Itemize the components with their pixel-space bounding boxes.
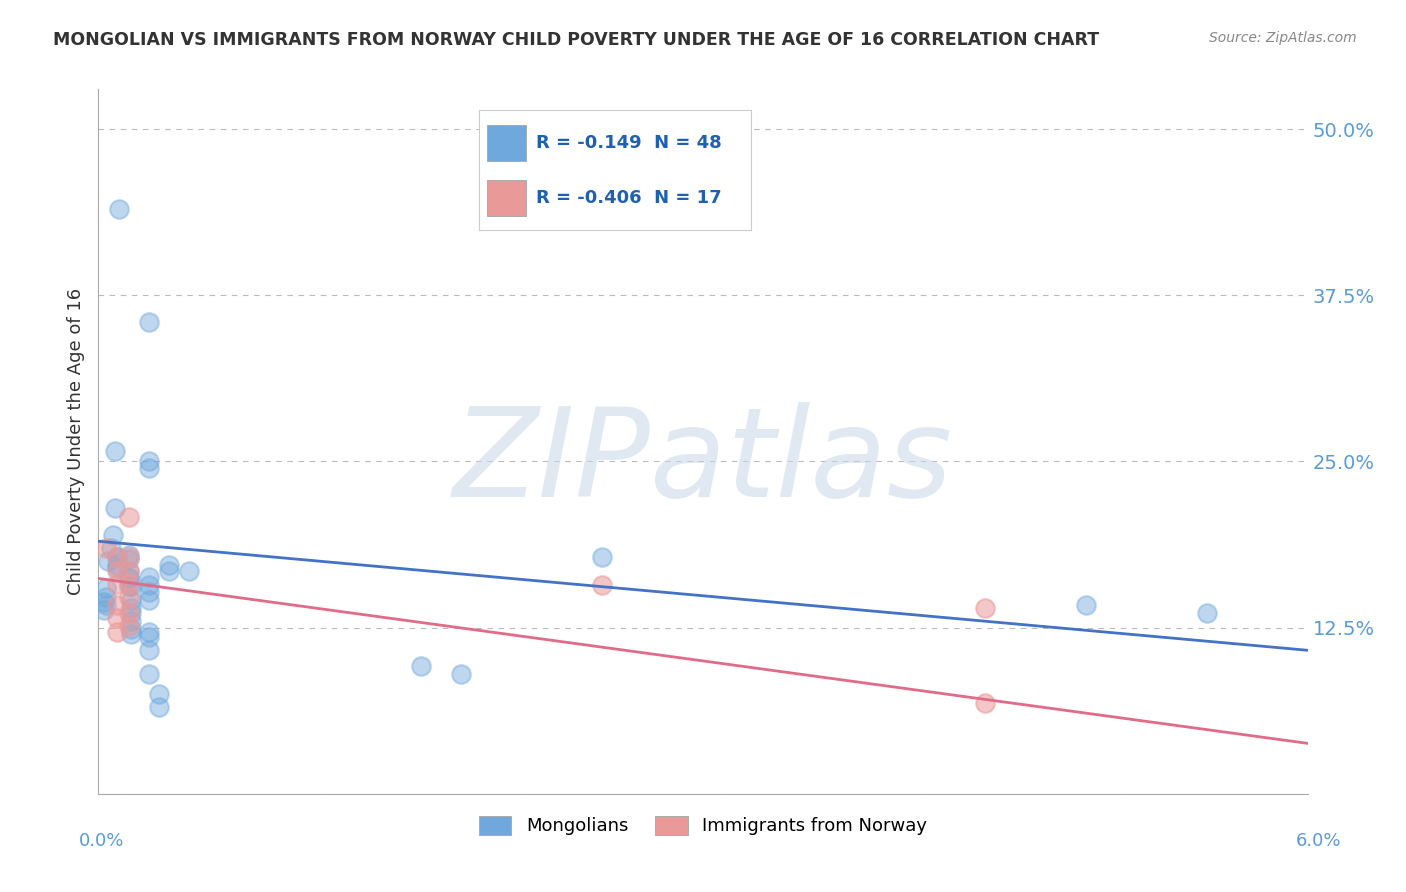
Text: Source: ZipAtlas.com: Source: ZipAtlas.com (1209, 31, 1357, 45)
Point (118, 590, 141, 604)
Legend: Mongolians, Immigrants from Norway: Mongolians, Immigrants from Norway (471, 809, 935, 843)
Point (138, 624, 160, 639)
Point (105, 611, 128, 625)
Y-axis label: Child Poverty Under the Age of 16: Child Poverty Under the Age of 16 (66, 288, 84, 595)
Point (118, 564, 141, 578)
Point (591, 578, 613, 592)
Point (118, 572, 141, 586)
Point (96, 541, 118, 555)
Point (148, 700, 170, 714)
Point (138, 643, 160, 657)
Point (1195, 606, 1218, 620)
Text: 6.0%: 6.0% (1296, 831, 1341, 849)
Point (120, 622, 142, 636)
Point (974, 697, 997, 711)
Point (105, 561, 128, 575)
Point (105, 558, 128, 573)
Point (96, 581, 118, 595)
Point (120, 600, 142, 615)
Point (103, 501, 125, 516)
Point (96, 590, 118, 604)
Point (105, 576, 128, 591)
Point (105, 564, 128, 578)
Point (105, 550, 128, 565)
Point (118, 551, 141, 566)
Point (100, 541, 122, 555)
Point (118, 606, 141, 620)
Point (120, 579, 142, 593)
Text: MONGOLIAN VS IMMIGRANTS FROM NORWAY CHILD POVERTY UNDER THE AGE OF 16 CORRELATIO: MONGOLIAN VS IMMIGRANTS FROM NORWAY CHIL… (53, 31, 1099, 49)
Point (107, 202, 129, 216)
Point (138, 584, 160, 599)
Point (93, 595, 115, 609)
Point (96, 598, 118, 612)
Point (138, 454, 160, 468)
Point (179, 564, 201, 578)
Point (118, 548, 141, 562)
Point (138, 667, 160, 681)
Point (120, 627, 142, 641)
Point (148, 687, 170, 701)
Point (120, 592, 142, 607)
Point (138, 578, 160, 592)
Point (118, 510, 141, 524)
Point (105, 550, 128, 565)
Point (101, 527, 124, 541)
Point (138, 592, 160, 607)
Point (450, 667, 472, 681)
Point (138, 461, 160, 475)
Point (118, 576, 141, 591)
Point (118, 550, 141, 565)
Point (97, 554, 120, 568)
Point (1074, 598, 1097, 612)
Point (120, 614, 142, 628)
Point (118, 579, 141, 593)
Point (591, 550, 613, 565)
Point (105, 624, 128, 639)
Point (120, 606, 142, 620)
Point (93, 603, 115, 617)
Point (409, 659, 432, 673)
Point (157, 564, 180, 578)
Point (138, 315, 160, 329)
Point (974, 600, 997, 615)
Text: ZIPatlas: ZIPatlas (453, 402, 953, 524)
Point (118, 564, 141, 578)
Point (118, 619, 141, 633)
Point (103, 443, 125, 458)
Point (157, 558, 180, 573)
Point (118, 572, 141, 586)
Point (138, 570, 160, 584)
Point (105, 598, 128, 612)
Point (138, 630, 160, 644)
Text: 0.0%: 0.0% (79, 831, 124, 849)
